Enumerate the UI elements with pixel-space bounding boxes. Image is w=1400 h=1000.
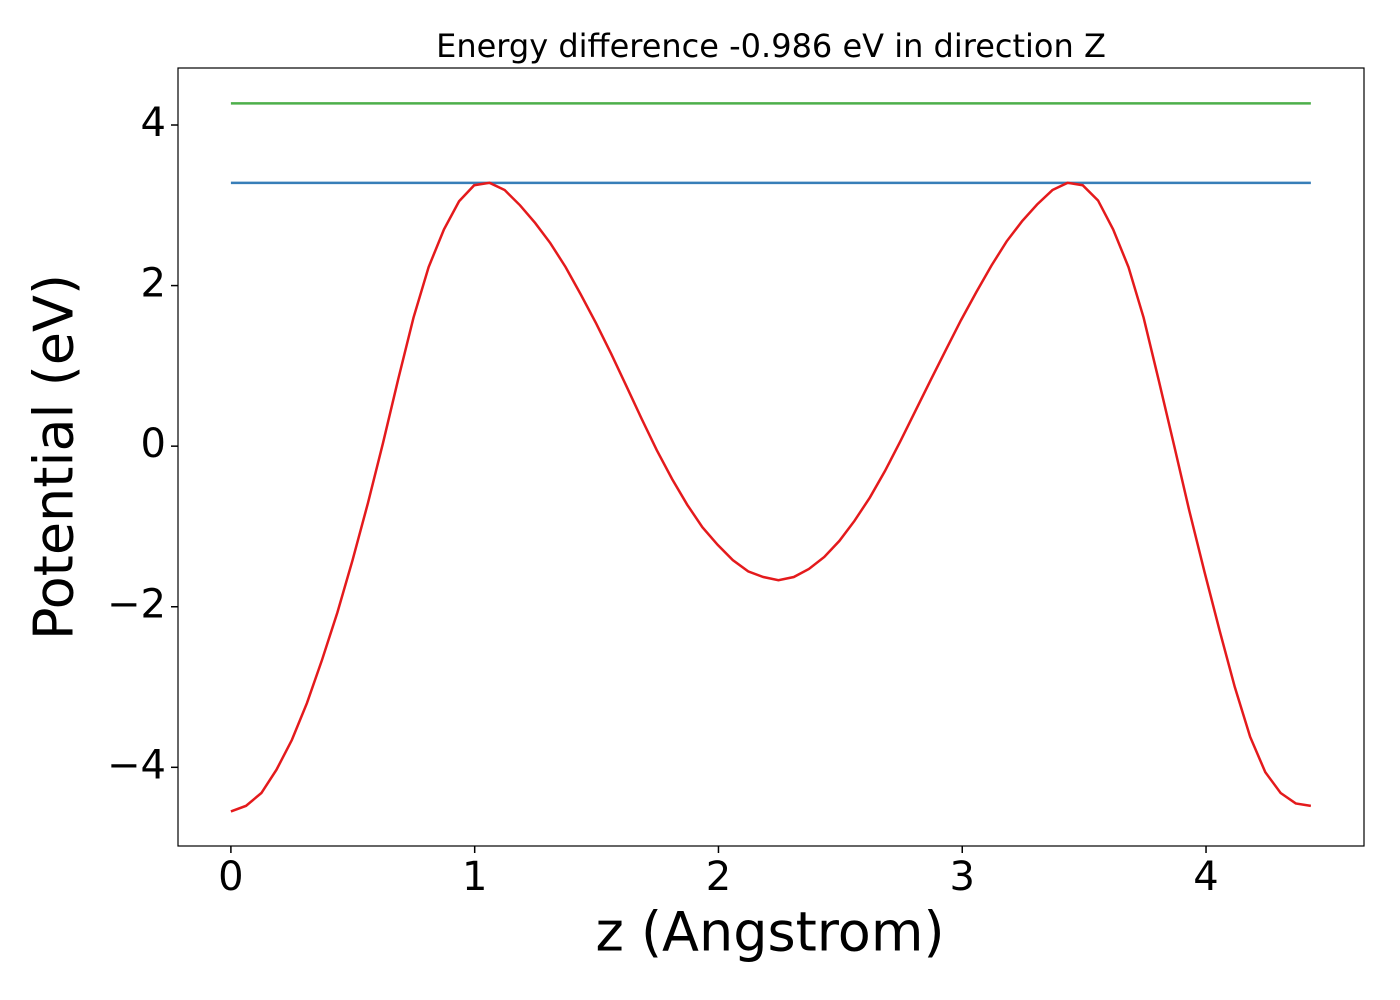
- y-tick-label: −4: [107, 742, 166, 788]
- x-axis-label: z (Angstrom): [595, 901, 944, 964]
- y-tick-label: 2: [141, 261, 166, 307]
- y-tick-label: 0: [141, 421, 166, 467]
- x-tick-label: 1: [462, 854, 487, 900]
- y-tick-label: 4: [141, 100, 166, 146]
- x-tick-label: 0: [218, 854, 243, 900]
- line-series: [230, 181, 1312, 813]
- chart-title: Energy difference -0.986 eV in direction…: [436, 27, 1106, 65]
- y-axis-label: Potential (eV): [23, 274, 86, 640]
- plot-frame: [177, 67, 1365, 847]
- x-tick-label: 3: [950, 854, 975, 900]
- y-tick-label: −2: [107, 582, 166, 628]
- x-tick-label: 2: [706, 854, 731, 900]
- x-tick-label: 4: [1193, 854, 1218, 900]
